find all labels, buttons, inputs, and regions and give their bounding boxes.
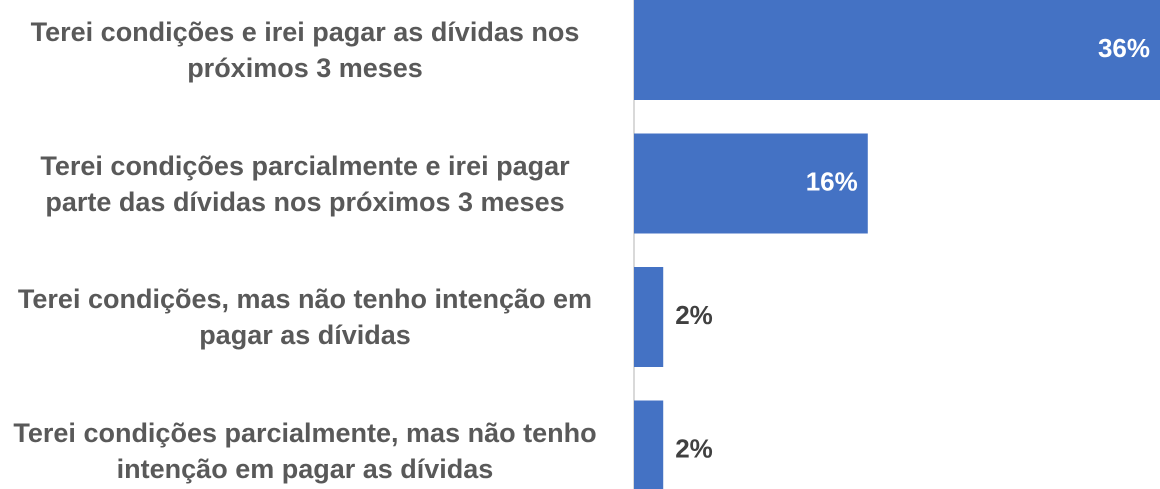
value-label: 2%: [675, 433, 713, 463]
category-label: Terei condições e irei pagar as dívidas …: [10, 14, 600, 86]
value-label: 2%: [675, 300, 713, 330]
bar: [634, 267, 663, 367]
value-label: 36%: [1098, 33, 1150, 63]
category-label: Terei condições parcialmente, mas não te…: [10, 415, 600, 487]
bar: [634, 0, 1160, 100]
category-label: Terei condições parcialmente e irei paga…: [10, 148, 600, 220]
bar: [634, 401, 663, 489]
chart: 36% 16% 2% 2% Terei condições e irei pagar …: [0, 0, 1160, 489]
category-label: Terei condições, mas não tenho intenção …: [10, 281, 600, 353]
value-label: 16%: [806, 166, 858, 196]
